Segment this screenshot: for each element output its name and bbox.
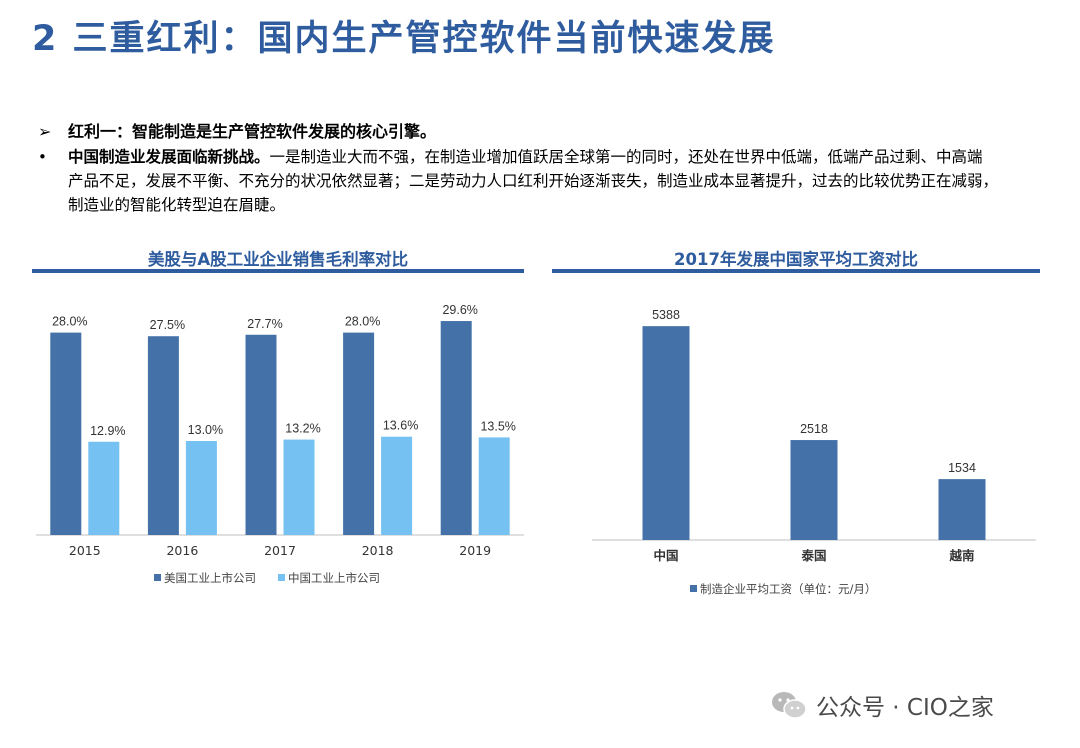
- wechat-icon: [770, 690, 808, 720]
- arrow-bullet-icon: ➢: [38, 122, 52, 141]
- chart1-bar: [50, 332, 82, 535]
- bullet-lead: 中国制造业发展面临新挑战。: [68, 148, 270, 166]
- watermark: 公众号 · CIO之家: [770, 688, 994, 722]
- chart2-bar: [790, 440, 838, 540]
- chart2-bar: [938, 479, 986, 540]
- chart1-data-label: 13.2%: [285, 422, 320, 436]
- chart2-data-label: 5388: [652, 308, 680, 322]
- chart2-data-label: 2518: [800, 422, 828, 436]
- chart1-legend-label: 美国工业上市公司: [164, 571, 256, 585]
- chart1-bar: [478, 437, 510, 535]
- bullet-heading: ➢ 红利一：智能制造是生产管控软件发展的核心引擎。: [38, 118, 436, 142]
- chart1-legend-label: 中国工业上市公司: [288, 571, 380, 585]
- chart1-data-label: 29.6%: [442, 303, 477, 317]
- chart2-tick-label: 中国: [653, 548, 678, 563]
- chart2-title-rule: [552, 269, 1040, 273]
- bullet-heading-text: 红利一：智能制造是生产管控软件发展的核心引擎。: [68, 122, 437, 141]
- chart1-data-label: 13.6%: [383, 419, 418, 433]
- bullet-body: 一是制造业大而不强，在制造业增加值跃居全球第一的同时，还处在世界中低端，低端产品…: [68, 148, 999, 214]
- chart1-bar: [185, 441, 217, 535]
- chart1-tick-label: 2016: [166, 543, 198, 558]
- chart1-legend-swatch: [278, 574, 285, 581]
- chart1-data-label: 28.0%: [345, 315, 380, 329]
- chart1-data-label: 13.0%: [188, 423, 223, 437]
- chart1-data-label: 28.0%: [52, 315, 87, 329]
- chart1-bar: [88, 441, 120, 535]
- chart2-title: 2017年发展中国家平均工资对比: [674, 250, 918, 269]
- chart1-bar: [245, 334, 277, 535]
- chart1-tick-label: 2017: [264, 543, 296, 558]
- chart1-bar: [343, 332, 375, 535]
- chart1-bar: [283, 439, 315, 535]
- chart1-title-rule: [32, 269, 524, 273]
- chart1-legend-swatch: [154, 574, 161, 581]
- chart2-tick-label: 泰国: [800, 548, 826, 563]
- chart1-bar: [440, 321, 472, 535]
- page-title: 2 三重红利：国内生产管控软件当前快速发展: [32, 19, 776, 59]
- chart2-data-label: 1534: [948, 461, 976, 475]
- chart1-title: 美股与A股工业企业销售毛利率对比: [147, 250, 409, 269]
- chart1-data-label: 12.9%: [90, 424, 125, 438]
- chart2-tick-label: 越南: [948, 548, 975, 563]
- chart1-tick-label: 2019: [459, 543, 491, 558]
- chart1-data-label: 27.5%: [150, 318, 185, 332]
- dot-bullet-icon: •: [38, 148, 47, 166]
- watermark-text: 公众号 · CIO之家: [816, 695, 994, 721]
- chart2-bar: [642, 326, 690, 540]
- chart1-bar: [147, 336, 179, 535]
- chart2-legend-swatch: [690, 585, 697, 592]
- chart1-tick-label: 2015: [69, 543, 101, 558]
- chart1-tick-label: 2018: [362, 543, 394, 558]
- chart1-bar: [381, 436, 413, 535]
- chart1-data-label: 27.7%: [247, 317, 282, 331]
- bullet-paragraph: • 中国制造业发展面临新挑战。一是制造业大而不强，在制造业增加值跃居全球第一的同…: [38, 145, 998, 217]
- chart2-legend-label: 制造企业平均工资（单位：元/月）: [700, 582, 876, 596]
- chart1-data-label: 13.5%: [480, 419, 515, 433]
